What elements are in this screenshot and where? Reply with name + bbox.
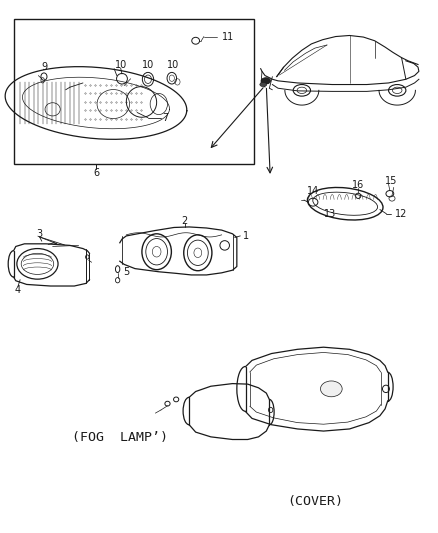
Text: 12: 12 [394, 209, 406, 219]
Ellipse shape [320, 381, 341, 397]
Text: 1: 1 [243, 231, 249, 241]
Text: 4: 4 [15, 285, 21, 295]
Ellipse shape [261, 78, 270, 84]
Text: 5: 5 [123, 267, 129, 277]
Text: 10: 10 [114, 60, 127, 70]
Text: 14: 14 [306, 186, 318, 196]
Text: 3: 3 [36, 229, 42, 239]
Bar [14, 19, 254, 164]
Text: (FOG  LAMP’): (FOG LAMP’) [72, 431, 167, 445]
Text: 11: 11 [221, 31, 233, 42]
Text: 9: 9 [41, 62, 47, 72]
Text: 2: 2 [181, 216, 187, 225]
Text: 15: 15 [384, 175, 396, 185]
Text: 16: 16 [351, 180, 364, 190]
Ellipse shape [259, 83, 266, 87]
Text: 6: 6 [93, 167, 99, 177]
Text: 7: 7 [162, 113, 168, 123]
Text: (COVER): (COVER) [286, 495, 342, 508]
Text: 10: 10 [166, 60, 179, 70]
Text: 13: 13 [324, 209, 336, 219]
Text: 10: 10 [141, 60, 154, 70]
